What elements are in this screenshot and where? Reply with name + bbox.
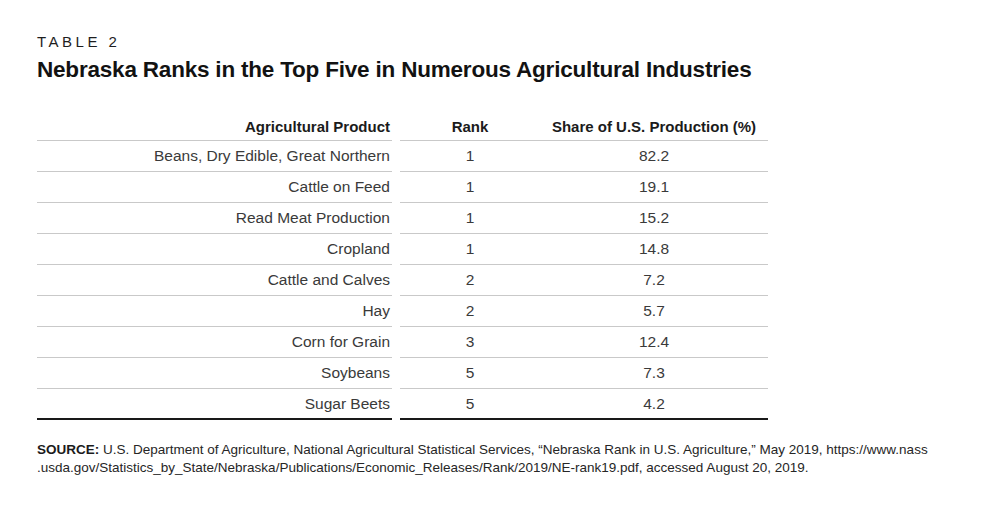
column-header-share: Share of U.S. Production (%) — [540, 116, 768, 140]
table-row: Soybeans 5 7.3 — [37, 358, 768, 389]
table-row: Hay 2 5.7 — [37, 296, 768, 327]
product-cell: Read Meat Production — [37, 203, 392, 234]
product-cell: Hay — [37, 296, 392, 327]
table-row: Read Meat Production 1 15.2 — [37, 203, 768, 234]
row-right-group: 2 7.2 — [400, 265, 768, 296]
document-page: TABLE 2 Nebraska Ranks in the Top Five i… — [0, 0, 1000, 510]
table-body: Beans, Dry Edible, Great Northern 1 82.2… — [37, 141, 768, 420]
product-cell: Cropland — [37, 234, 392, 265]
table-header-row: Agricultural Product Rank Share of U.S. … — [37, 116, 768, 141]
row-right-group: 5 4.2 — [400, 389, 768, 420]
source-line-2: .usda.gov/Statistics_by_State/Nebraska/P… — [37, 459, 969, 477]
rank-cell: 3 — [400, 327, 540, 357]
share-cell: 19.1 — [540, 172, 768, 202]
rank-cell: 1 — [400, 172, 540, 202]
share-cell: 7.3 — [540, 358, 768, 388]
share-cell: 14.8 — [540, 234, 768, 264]
column-gap — [392, 172, 400, 203]
share-cell: 4.2 — [540, 389, 768, 418]
share-cell: 82.2 — [540, 141, 768, 171]
column-header-agricultural-product: Agricultural Product — [37, 116, 392, 141]
source-note: SOURCE: U.S. Department of Agriculture, … — [37, 441, 969, 477]
row-right-group: 3 12.4 — [400, 327, 768, 358]
table-row: Cropland 1 14.8 — [37, 234, 768, 265]
rank-cell: 1 — [400, 234, 540, 264]
table-row: Cattle on Feed 1 19.1 — [37, 172, 768, 203]
product-cell: Beans, Dry Edible, Great Northern — [37, 141, 392, 172]
row-right-group: 2 5.7 — [400, 296, 768, 327]
rank-cell: 1 — [400, 203, 540, 233]
row-right-group: 1 19.1 — [400, 172, 768, 203]
column-gap — [392, 116, 400, 141]
row-right-group: 1 82.2 — [400, 141, 768, 172]
table-label: TABLE 2 — [37, 33, 970, 50]
share-cell: 7.2 — [540, 265, 768, 295]
column-gap — [392, 265, 400, 296]
product-cell: Corn for Grain — [37, 327, 392, 358]
source-text-1: U.S. Department of Agriculture, National… — [103, 442, 928, 457]
column-gap — [392, 327, 400, 358]
product-cell: Soybeans — [37, 358, 392, 389]
table-title: Nebraska Ranks in the Top Five in Numero… — [37, 57, 970, 83]
table-row: Beans, Dry Edible, Great Northern 1 82.2 — [37, 141, 768, 172]
row-right-group: 1 15.2 — [400, 203, 768, 234]
table-row: Sugar Beets 5 4.2 — [37, 389, 768, 420]
column-gap — [392, 296, 400, 327]
share-cell: 12.4 — [540, 327, 768, 357]
share-cell: 5.7 — [540, 296, 768, 326]
rank-cell: 2 — [400, 296, 540, 326]
share-cell: 15.2 — [540, 203, 768, 233]
column-gap — [392, 141, 400, 172]
rank-cell: 5 — [400, 358, 540, 388]
table-row: Corn for Grain 3 12.4 — [37, 327, 768, 358]
rank-cell: 5 — [400, 389, 540, 418]
row-right-group: 5 7.3 — [400, 358, 768, 389]
product-cell: Cattle on Feed — [37, 172, 392, 203]
table-row: Cattle and Calves 2 7.2 — [37, 265, 768, 296]
column-gap — [392, 389, 400, 420]
source-label: SOURCE: — [37, 442, 99, 457]
column-gap — [392, 358, 400, 389]
header-right-group: Rank Share of U.S. Production (%) — [400, 116, 768, 141]
product-cell: Cattle and Calves — [37, 265, 392, 296]
product-cell: Sugar Beets — [37, 389, 392, 420]
rank-cell: 2 — [400, 265, 540, 295]
source-line-1: SOURCE: U.S. Department of Agriculture, … — [37, 441, 969, 459]
column-gap — [392, 203, 400, 234]
column-header-rank: Rank — [400, 116, 540, 140]
row-right-group: 1 14.8 — [400, 234, 768, 265]
column-gap — [392, 234, 400, 265]
agricultural-rankings-table: Agricultural Product Rank Share of U.S. … — [37, 116, 768, 420]
rank-cell: 1 — [400, 141, 540, 171]
